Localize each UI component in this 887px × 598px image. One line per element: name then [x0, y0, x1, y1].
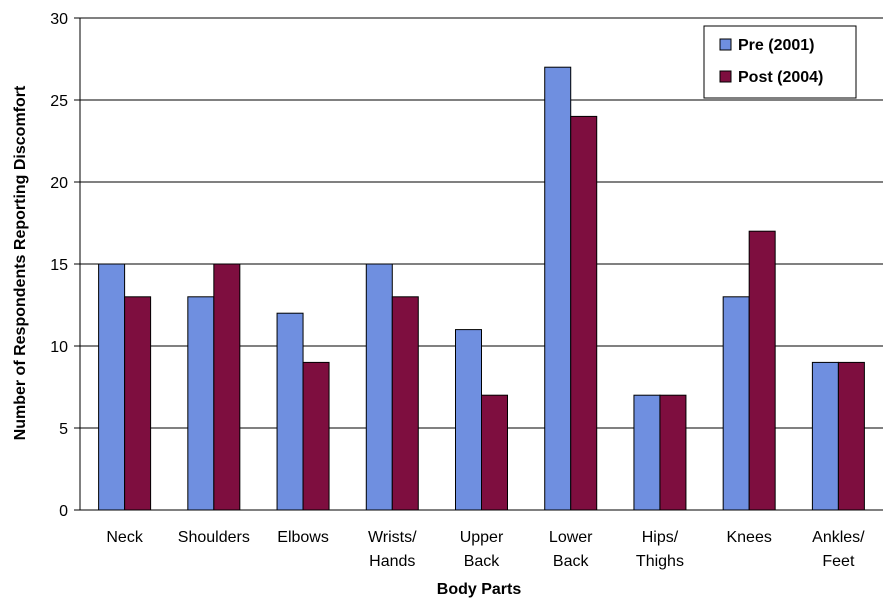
- x-tick-label-line: Elbows: [277, 529, 329, 546]
- x-tick-label: Shoulders: [178, 529, 250, 546]
- x-tick-label-line: Lower: [549, 529, 593, 546]
- x-tick-label: Elbows: [277, 529, 329, 546]
- bar-pre: [633, 394, 661, 511]
- x-tick-label-line: Thighs: [636, 553, 684, 570]
- y-axis-title: Number of Respondents Reporting Discomfo…: [12, 85, 29, 440]
- y-tick-label: 20: [50, 175, 68, 192]
- y-tick-label: 30: [50, 11, 68, 28]
- x-tick-label-line: Back: [464, 553, 501, 570]
- x-tick-label-line: Wrists/: [368, 529, 417, 546]
- x-tick-label: Wrists/Hands: [368, 529, 417, 570]
- x-tick-label-line: Shoulders: [178, 529, 250, 546]
- axes: [79, 18, 883, 511]
- y-tick-label: 25: [50, 93, 68, 110]
- x-tick-label: Ankles/Feet: [812, 529, 865, 570]
- x-tick-label: Hips/Thighs: [636, 529, 684, 570]
- bar-pre: [455, 329, 482, 511]
- bar-post: [213, 263, 241, 511]
- y-tick-label: 10: [50, 339, 68, 356]
- bar-post: [302, 361, 330, 511]
- x-tick-label-line: Ankles/: [812, 529, 865, 546]
- bar-post: [124, 296, 152, 511]
- x-tick-label: Upper Back: [460, 529, 504, 570]
- bar-post: [837, 361, 865, 511]
- legend-swatch: [719, 70, 732, 83]
- x-tick-label-line: Feet: [822, 553, 855, 570]
- bar-pre: [98, 263, 126, 511]
- bar-pre: [811, 361, 839, 511]
- bar-pre: [722, 296, 750, 511]
- x-tick-label-line: Neck: [106, 529, 143, 546]
- y-tick-label: 15: [50, 257, 68, 274]
- x-tick-label-line: Back: [553, 553, 590, 570]
- x-tick-label-line: Knees: [726, 529, 771, 546]
- bar-post: [481, 394, 508, 511]
- bar-post: [659, 394, 687, 511]
- bar-pre: [187, 296, 215, 511]
- x-tick-label: Knees: [726, 529, 771, 546]
- bar-post: [748, 230, 776, 511]
- x-tick-label-line: Hands: [369, 553, 415, 570]
- x-axis-title: Body Parts: [437, 581, 522, 598]
- x-tick-label-line: Upper: [460, 529, 504, 546]
- bars: [98, 66, 865, 511]
- y-tick-label: 0: [59, 503, 68, 520]
- x-tick-label: Neck: [106, 529, 143, 546]
- legend-label: Post (2004): [738, 69, 823, 86]
- y-tick-label: 5: [59, 421, 68, 438]
- x-tick-labels: Neck Shoulders Elbows Wrists/Hands Upper Back…: [106, 529, 865, 570]
- x-tick-label-line: Hips/: [642, 529, 679, 546]
- legend: Pre (2001) Post (2004): [703, 25, 857, 99]
- bar-pre: [276, 312, 304, 511]
- legend-box: [703, 25, 857, 99]
- bar-pre: [544, 66, 572, 511]
- x-tick-label: Lower Back: [549, 529, 593, 570]
- y-tick-labels: 0 5 10 15 20 25 30: [50, 11, 68, 520]
- bar-post: [391, 296, 419, 511]
- legend-swatch: [719, 38, 732, 51]
- bar-post: [570, 115, 598, 511]
- legend-label: Pre (2001): [738, 37, 815, 54]
- bar-pre: [365, 263, 393, 511]
